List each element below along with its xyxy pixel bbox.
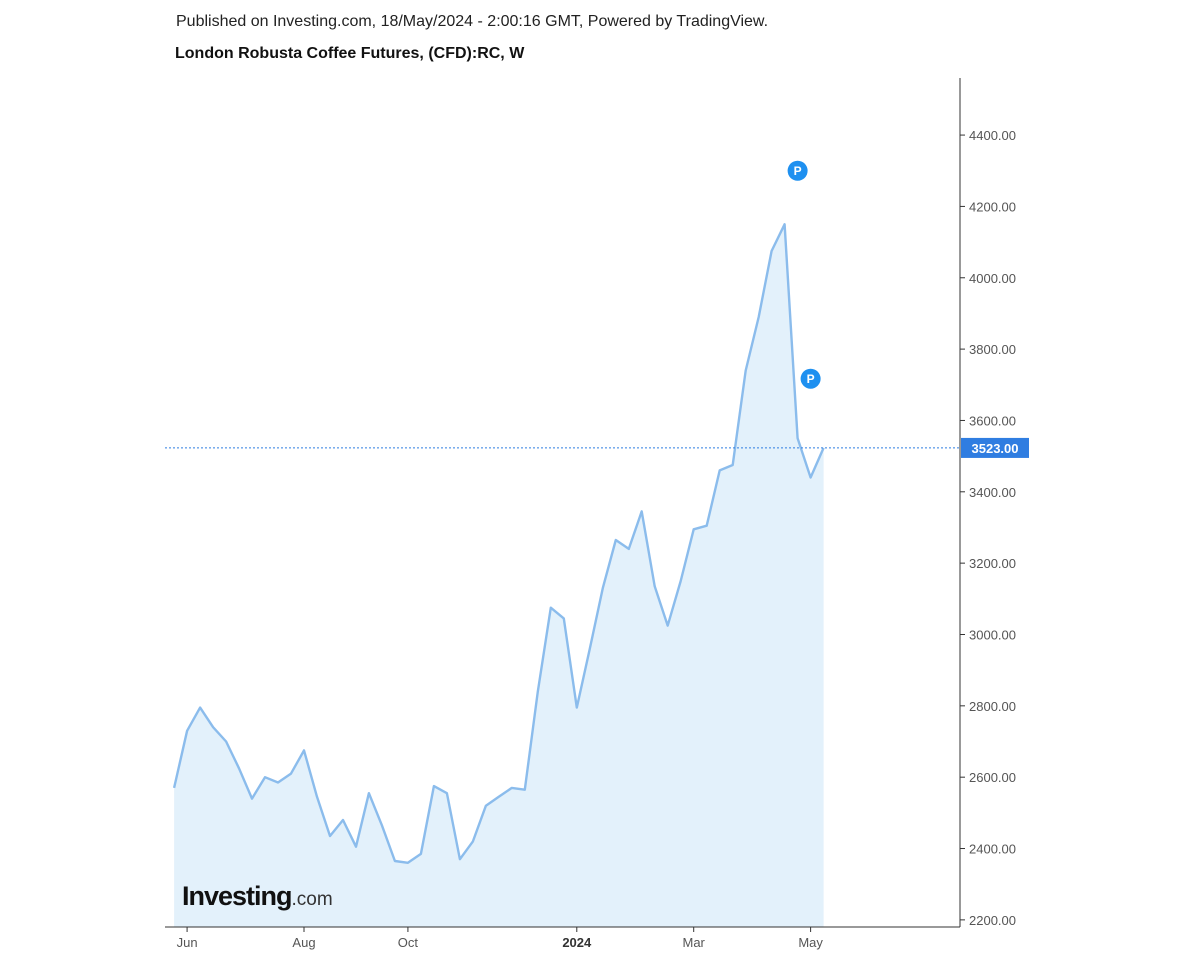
data-point <box>653 584 657 588</box>
svg-text:Investing.com: Investing.com <box>182 881 333 911</box>
data-point <box>172 786 176 790</box>
data-point <box>783 222 787 226</box>
y-tick-label: 2400.00 <box>969 842 1016 857</box>
x-tick-label: Aug <box>292 935 315 950</box>
data-point <box>562 616 566 620</box>
data-point <box>185 729 189 733</box>
data-point <box>601 586 605 590</box>
data-point <box>341 818 345 822</box>
data-point <box>666 624 670 628</box>
data-point <box>549 606 553 610</box>
y-tick-label: 4200.00 <box>969 199 1016 214</box>
data-point <box>367 791 371 795</box>
y-tick-label: 3800.00 <box>969 342 1016 357</box>
x-tick-label: Jun <box>177 935 198 950</box>
data-point <box>510 786 514 790</box>
published-info: Published on Investing.com, 18/May/2024 … <box>176 13 769 30</box>
data-point <box>614 538 618 542</box>
current-price-value: 3523.00 <box>972 441 1019 456</box>
price-line <box>172 223 825 864</box>
data-point <box>393 859 397 863</box>
event-marker-label: P <box>807 372 815 386</box>
data-point <box>640 509 644 513</box>
y-tick-label: 3600.00 <box>969 413 1016 428</box>
data-point <box>458 857 462 861</box>
data-point <box>575 706 579 710</box>
x-tick-label: May <box>798 935 823 950</box>
logo-suffix-text: .com <box>292 889 333 910</box>
data-point <box>289 772 293 776</box>
investing-logo: Investing.com <box>182 881 333 911</box>
data-point <box>796 436 800 440</box>
y-tick-label: 4400.00 <box>969 128 1016 143</box>
data-point <box>315 795 319 799</box>
chart-title: London Robusta Coffee Futures, (CFD):RC,… <box>175 45 525 62</box>
data-point <box>536 690 540 694</box>
x-tick-label: Oct <box>398 935 419 950</box>
data-point <box>692 527 696 531</box>
data-point <box>224 740 228 744</box>
x-tick-label: Mar <box>683 935 706 950</box>
data-point <box>419 852 423 856</box>
data-point <box>484 804 488 808</box>
y-tick-label: 2200.00 <box>969 913 1016 928</box>
data-point <box>211 725 215 729</box>
event-marker-p-icon[interactable]: P <box>787 160 808 181</box>
data-point <box>588 647 592 651</box>
y-tick-label: 3200.00 <box>969 556 1016 571</box>
data-point <box>497 795 501 799</box>
data-point <box>627 547 631 551</box>
data-point <box>705 524 709 528</box>
data-point <box>250 797 254 801</box>
y-tick-label: 2600.00 <box>969 770 1016 785</box>
event-marker-label: P <box>794 164 802 178</box>
data-point <box>263 775 267 779</box>
x-tick-label: 2024 <box>562 935 592 950</box>
data-point <box>471 839 475 843</box>
data-point <box>757 315 761 319</box>
data-point <box>718 468 722 472</box>
data-point <box>744 369 748 373</box>
y-tick-label: 2800.00 <box>969 699 1016 714</box>
event-marker-p-icon[interactable]: P <box>800 368 821 389</box>
data-point <box>679 579 683 583</box>
logo-main-text: Investing <box>182 881 292 911</box>
y-tick-label: 3400.00 <box>969 485 1016 500</box>
data-point <box>198 706 202 710</box>
data-point <box>445 791 449 795</box>
data-point <box>276 781 280 785</box>
data-point <box>406 861 410 865</box>
data-point <box>731 463 735 467</box>
data-point <box>302 748 306 752</box>
data-point <box>809 476 813 480</box>
data-point <box>328 834 332 838</box>
data-point <box>380 823 384 827</box>
data-point <box>770 249 774 253</box>
data-point <box>432 784 436 788</box>
current-price-label: 3523.00 <box>961 437 1029 458</box>
data-point <box>354 845 358 849</box>
price-area <box>174 224 824 928</box>
data-point <box>523 788 527 792</box>
y-tick-label: 3000.00 <box>969 627 1016 642</box>
data-point <box>237 766 241 770</box>
y-tick-label: 4000.00 <box>969 271 1016 286</box>
